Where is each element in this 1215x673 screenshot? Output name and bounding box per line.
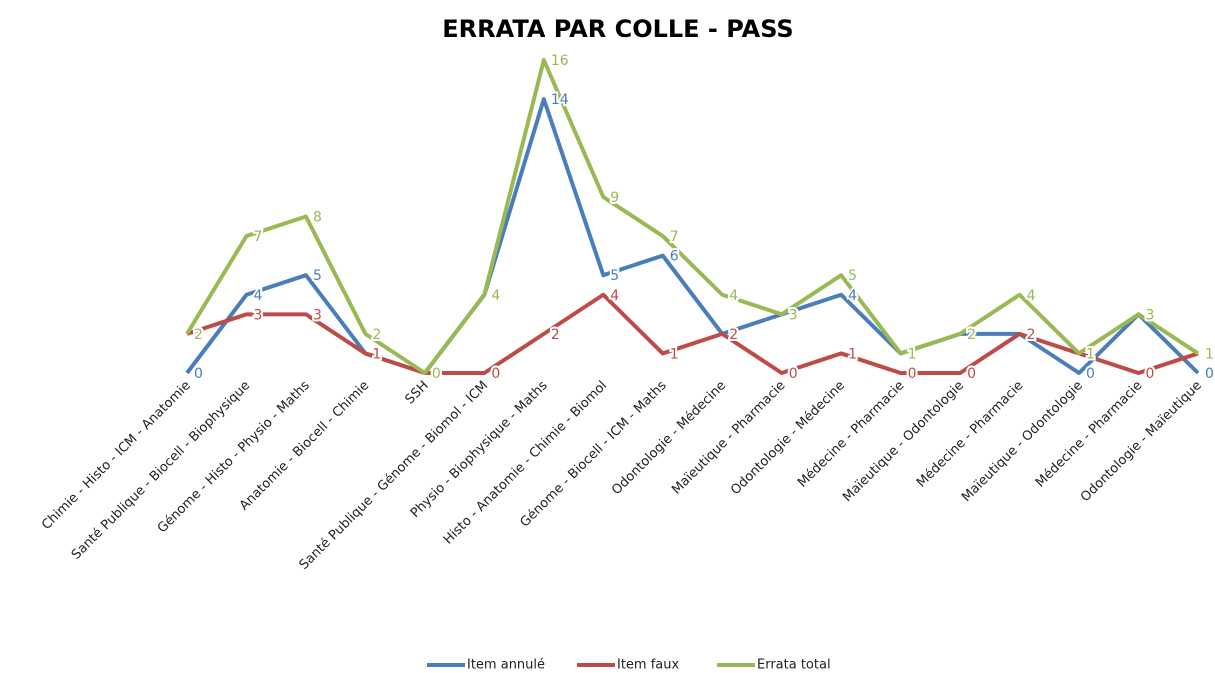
data-label: 2	[729, 327, 738, 343]
data-label: 9	[610, 190, 619, 206]
x-tick-label: Médecine - Pharmacie	[795, 378, 907, 490]
data-label: 8	[313, 210, 322, 226]
data-label: 2	[729, 327, 738, 343]
x-tick-label: Odontologie - Maïeutique	[1078, 378, 1205, 505]
data-label: 2	[372, 327, 381, 343]
legend-label: Item annulé	[467, 658, 545, 673]
data-label: 6	[670, 249, 679, 265]
data-label: 0	[1146, 366, 1155, 382]
data-label: 0	[432, 366, 441, 382]
x-tick-label: Maïeutique - Pharmacie	[669, 378, 788, 497]
x-tick-label: SSH	[403, 378, 432, 407]
data-label: 14	[551, 92, 569, 108]
x-tick-label: Médecine - Pharmacie	[914, 378, 1026, 490]
data-label: 4	[491, 288, 500, 304]
x-tick-label: Médecine - Pharmacie	[1033, 378, 1145, 490]
data-label: 5	[610, 268, 619, 284]
data-label: 2	[967, 327, 976, 343]
data-label: 4	[253, 288, 262, 304]
chart-title: ERRATA PAR COLLE - PASS	[442, 15, 793, 43]
data-label: 1	[1086, 346, 1095, 362]
data-label: 2	[194, 327, 203, 343]
series-line	[185, 97, 1200, 375]
data-label: 7	[253, 229, 262, 245]
data-label: 2	[1027, 327, 1036, 343]
x-tick-label: Odontologie - Médecine	[728, 378, 848, 498]
x-tick-label: Odontologie - Médecine	[609, 378, 729, 498]
data-label: 0	[491, 366, 500, 382]
data-label: 3	[1146, 307, 1155, 323]
data-label: 3	[789, 307, 798, 323]
data-label: 4	[1027, 288, 1036, 304]
data-label: 1	[372, 346, 381, 362]
data-label: 1	[908, 346, 917, 362]
legend-label: Errata total	[757, 658, 831, 673]
data-label: 1	[1205, 346, 1214, 362]
data-label: 1	[848, 346, 857, 362]
data-label: 2	[1027, 327, 1036, 343]
legend: Item annulé Item faux Errata total	[427, 658, 831, 673]
x-tick-label: Anatomie - Biocell - Chimie	[237, 378, 372, 513]
series-line	[185, 58, 1200, 375]
data-label: 2	[967, 327, 976, 343]
data-label: 3	[313, 307, 322, 323]
data-label: 1	[670, 346, 679, 362]
data-label: 1	[1086, 346, 1095, 362]
data-label: 5	[848, 268, 857, 284]
data-label: 3	[1146, 307, 1155, 323]
data-label: 1	[1205, 346, 1214, 362]
data-label: 4	[610, 288, 619, 304]
data-label: 16	[551, 53, 569, 69]
data-label: 0	[908, 366, 917, 382]
data-label: 0	[432, 366, 441, 382]
x-tick-label: Maïeutique - Odontologie	[959, 378, 1086, 505]
data-label: 1	[908, 346, 917, 362]
data-label: 3	[789, 307, 798, 323]
data-label: 3	[253, 307, 262, 323]
x-tick-label: Maïeutique - Odontologie	[840, 378, 967, 505]
data-label: 7	[670, 229, 679, 245]
data-label: 1	[372, 346, 381, 362]
data-label: 5	[313, 268, 322, 284]
data-label: 0	[1086, 366, 1095, 382]
data-label: 0	[432, 366, 441, 382]
data-label: 4	[848, 288, 857, 304]
legend-label: Item faux	[617, 658, 680, 673]
data-label: 2	[194, 327, 203, 343]
data-label: 0	[1205, 366, 1214, 382]
data-label: 0	[967, 366, 976, 382]
series-line	[186, 292, 1199, 375]
data-label: 4	[491, 288, 500, 304]
data-label: 4	[729, 288, 738, 304]
data-label: 0	[194, 366, 203, 382]
data-label: 2	[551, 327, 560, 343]
data-label: 0	[789, 366, 798, 382]
